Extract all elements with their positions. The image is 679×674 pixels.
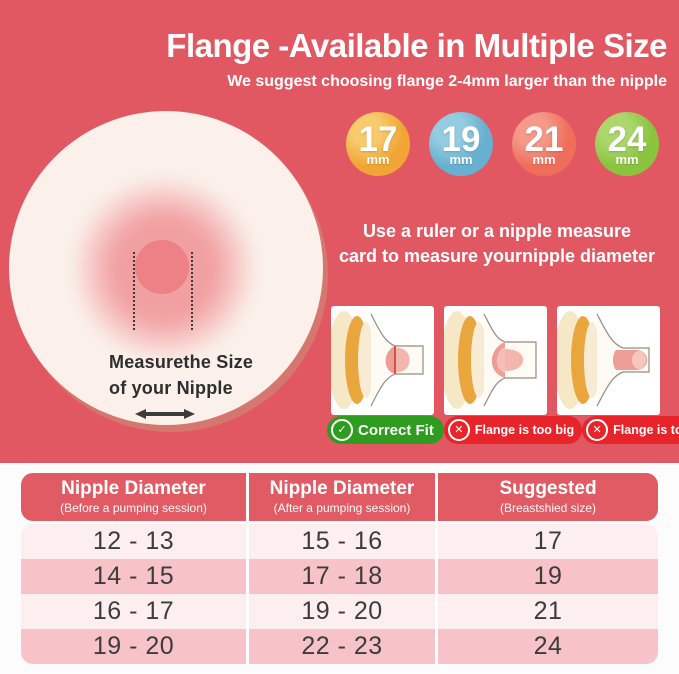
fit-label-text: Flange is too big (474, 423, 575, 437)
fit-label-text: Flange is too Small (613, 423, 679, 437)
size-badge-value: 17 (358, 119, 398, 159)
table-cell: 19 - 20 (92, 632, 175, 660)
table-cell: 21 (435, 594, 658, 629)
flange-fit-cards (331, 306, 660, 415)
table-cell: 14 - 15 (92, 562, 175, 590)
size-badge-unit: mm (366, 152, 390, 168)
nipple-measure-diagram: Measurethe Size of your Nipple (9, 111, 323, 425)
fit-label-too-small: ✕ Flange is too Small (582, 416, 679, 444)
size-badge-unit: mm (449, 152, 473, 168)
table-row-1: 12 - 13 15 - 16 17 (21, 524, 658, 559)
fit-label-correct: ✓ Correct Fit (327, 416, 444, 444)
measure-guide-line-left (133, 252, 135, 330)
table-header-cell-3: Suggested (Breastshied size) (435, 473, 658, 521)
table-cell: 24 (435, 629, 658, 664)
table-header-title: Nipple Diameter (61, 477, 206, 499)
size-table: Nipple Diameter (Before a pumping session… (21, 473, 658, 664)
size-badge-unit: mm (532, 152, 556, 168)
page-subtitle: We suggest choosing flange 2-4mm larger … (227, 73, 667, 90)
fit-card-correct (331, 306, 434, 415)
table-header-subtitle: (After a pumping session) (273, 501, 411, 516)
fit-label-too-big: ✕ Flange is too big (443, 416, 583, 444)
table-header-cell-2: Nipple Diameter (After a pumping session) (246, 473, 435, 521)
nipple-illustration (135, 240, 189, 294)
flange-illustration-too-small (557, 311, 650, 409)
check-icon: ✓ (331, 419, 353, 441)
table-cell: 22 - 23 (246, 629, 435, 664)
table-cell: 16 - 17 (92, 597, 175, 625)
fit-card-too-small (557, 306, 660, 415)
table-cell: 19 (435, 559, 658, 594)
instruction-line1: Use a ruler or a nipple measure (362, 221, 632, 241)
table-row-2: 14 - 15 17 - 18 19 (21, 559, 658, 594)
table-cell: 17 - 18 (246, 559, 435, 594)
flange-fit-labels: ✓ Correct Fit ✕ Flange is too big ✕ Flange is… (327, 416, 679, 444)
size-badge-value: 24 (607, 119, 647, 159)
cross-icon: ✕ (447, 419, 470, 441)
size-table-body: 12 - 13 15 - 16 17 14 - 15 17 - 18 19 16 - 17 1… (21, 524, 658, 664)
table-header-title: Suggested (499, 477, 597, 499)
size-table-header: Nipple Diameter (Before a pumping session… (21, 473, 658, 521)
size-badge-unit: mm (615, 152, 639, 168)
size-table-section: Nipple Diameter (Before a pumping session… (0, 463, 679, 674)
size-badge-24mm: 24 mm (595, 112, 659, 176)
double-arrow-icon (135, 409, 195, 419)
fit-label-text: Correct Fit (358, 421, 434, 439)
fit-card-too-big (444, 306, 547, 415)
table-header-subtitle: (Before a pumping session) (60, 501, 207, 516)
size-badge-value: 19 (441, 119, 481, 159)
table-row-3: 16 - 17 19 - 20 21 (21, 594, 658, 629)
table-cell: 19 - 20 (246, 594, 435, 629)
instruction-line2: card to measure yournipple diameter (338, 245, 656, 266)
size-badge-value: 21 (524, 119, 564, 159)
table-cell: 15 - 16 (246, 524, 435, 559)
size-badges: 17 mm 19 mm 21 mm 24 mm (346, 112, 659, 176)
diagram-caption-line2: of your Nipple (109, 378, 233, 399)
diagram-caption: Measurethe Size of your Nipple (109, 349, 253, 401)
size-badge-17mm: 17 mm (346, 112, 410, 176)
table-header-cell-1: Nipple Diameter (Before a pumping session… (21, 473, 246, 521)
diagram-caption-line1: Measurethe Size (109, 352, 254, 372)
table-cell: 12 - 13 (92, 527, 175, 555)
flange-illustration-correct (331, 311, 424, 409)
flange-illustration-too-big (444, 311, 537, 409)
measure-guide-line-right (191, 252, 193, 330)
cross-icon: ✕ (586, 419, 609, 441)
size-badge-21mm: 21 mm (512, 112, 576, 176)
size-badge-19mm: 19 mm (429, 112, 493, 176)
table-header-subtitle: (Breastshied size) (499, 501, 597, 516)
table-row-4: 19 - 20 22 - 23 24 (21, 629, 658, 664)
table-header-title: Nipple Diameter (269, 477, 415, 499)
table-cell: 17 (435, 524, 658, 559)
page-title: Flange -Available in Multiple Size (166, 27, 667, 64)
measuring-instruction: Use a ruler or a nipple measure card to … (330, 219, 664, 269)
